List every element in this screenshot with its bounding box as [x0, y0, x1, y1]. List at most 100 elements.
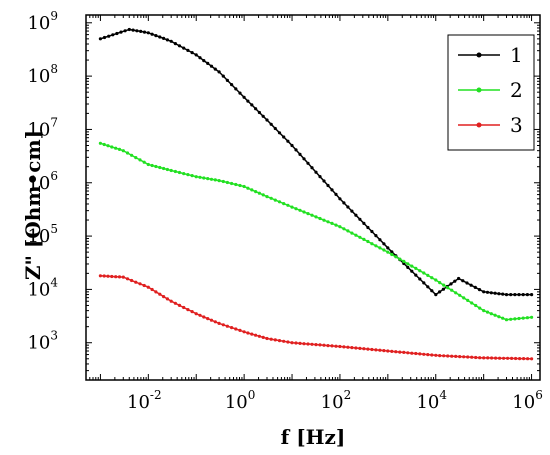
data-point: [426, 273, 430, 277]
data-point: [202, 315, 206, 319]
data-point: [234, 327, 238, 331]
data-point: [277, 131, 282, 135]
data-point: [474, 355, 478, 360]
series-line: [100, 142, 532, 321]
data-point: [173, 301, 177, 305]
data-point: [310, 342, 314, 346]
data-point: [142, 160, 146, 164]
data-point: [501, 292, 505, 296]
data-point: [525, 316, 530, 320]
data-point: [169, 168, 173, 173]
data-point: [194, 312, 198, 316]
data-point: [342, 345, 346, 349]
data-point: [150, 287, 154, 292]
data-point: [470, 355, 474, 359]
data-point: [117, 147, 122, 151]
data-point: [102, 274, 106, 278]
data-point: [378, 246, 382, 250]
data-point: [342, 201, 346, 205]
data-point: [374, 244, 378, 248]
data-point: [418, 352, 422, 356]
data-point: [265, 336, 269, 341]
data-point: [326, 183, 330, 188]
data-point: [530, 293, 534, 297]
data-point: [406, 351, 410, 355]
data-point: [422, 281, 426, 285]
data-point: [497, 292, 501, 296]
series-3: [98, 274, 534, 361]
legend-item: 1: [458, 43, 523, 67]
data-point: [254, 107, 258, 111]
data-point: [314, 343, 318, 347]
data-point: [513, 317, 517, 321]
y-axis-title: Z" [Ohm•cm]: [21, 130, 45, 280]
y-tick-label: 104: [27, 275, 58, 300]
data-point: [102, 35, 107, 40]
data-point: [242, 184, 246, 189]
data-point: [234, 87, 238, 91]
data-point: [330, 221, 334, 225]
data-point: [134, 156, 138, 160]
x-tick-label: 104: [416, 388, 447, 413]
data-point: [497, 315, 501, 319]
data-point: [453, 279, 457, 283]
data-point: [378, 238, 382, 242]
data-point: [477, 288, 482, 292]
data-point: [525, 293, 530, 297]
data-point: [225, 78, 229, 82]
data-point: [217, 179, 221, 183]
data-point: [354, 346, 358, 350]
data-point: [386, 246, 390, 250]
data-point: [509, 293, 513, 297]
data-point: [123, 29, 127, 33]
data-point: [102, 142, 106, 147]
data-point: [119, 30, 123, 34]
data-point: [517, 293, 521, 297]
legend-label: 3: [510, 113, 523, 137]
series-group: [98, 27, 534, 361]
data-point: [286, 340, 290, 344]
data-point: [238, 328, 242, 332]
data-point: [198, 175, 202, 179]
data-point: [127, 27, 131, 32]
data-point: [302, 157, 306, 161]
data-point: [190, 174, 194, 178]
data-point: [202, 59, 206, 63]
data-point: [138, 282, 142, 286]
data-point: [194, 53, 198, 57]
data-point: [125, 151, 130, 155]
data-point: [430, 289, 434, 293]
data-point: [449, 282, 453, 286]
data-point: [209, 177, 214, 181]
data-point: [334, 344, 338, 348]
data-point: [418, 269, 422, 273]
data-point: [106, 274, 110, 278]
data-point: [457, 276, 461, 281]
data-point: [326, 220, 330, 224]
data-point: [510, 356, 514, 360]
data-point: [165, 167, 169, 172]
data-point: [478, 306, 482, 310]
data-point: [442, 354, 446, 358]
data-point: [521, 316, 525, 320]
data-point: [257, 334, 261, 338]
y-tick-label: 108: [27, 62, 58, 87]
data-point: [517, 316, 521, 321]
data-point: [493, 313, 497, 317]
data-point: [366, 225, 370, 230]
data-point: [131, 28, 135, 32]
data-point: [225, 324, 229, 328]
data-point: [322, 343, 326, 347]
data-point: [206, 177, 210, 181]
data-point: [310, 166, 314, 170]
data-point: [478, 356, 482, 360]
data-point: [454, 291, 458, 295]
data-point: [230, 181, 234, 186]
data-point: [265, 118, 269, 122]
data-point: [225, 180, 229, 185]
data-point: [154, 34, 158, 38]
data-point: [506, 356, 510, 360]
data-point: [354, 213, 358, 217]
data-point: [489, 291, 493, 295]
data-point: [269, 196, 273, 200]
